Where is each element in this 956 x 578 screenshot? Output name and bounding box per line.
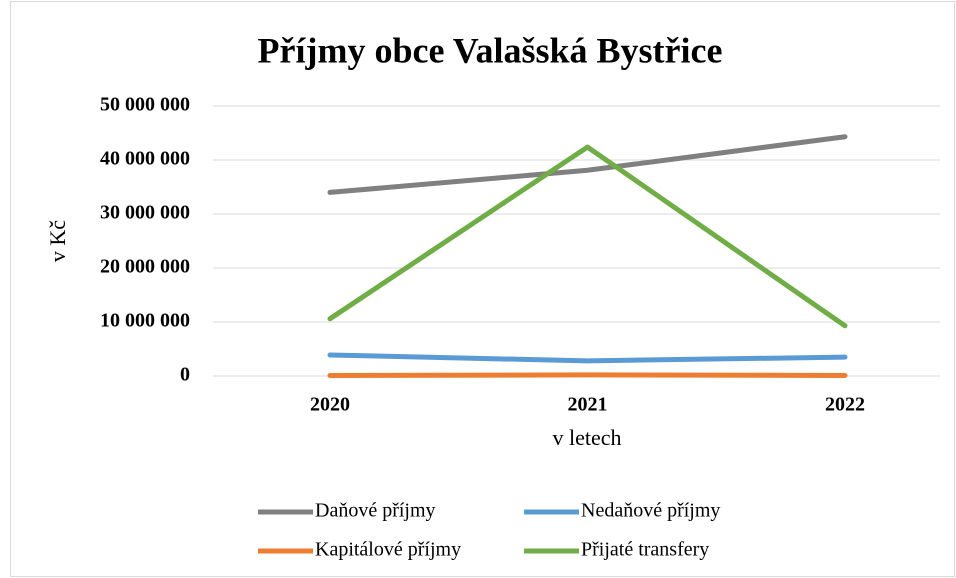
x-axis-title: v letech	[552, 425, 621, 450]
legend-label: Kapitálové příjmy	[315, 539, 461, 561]
legend-label: Přijaté transfery	[581, 539, 709, 561]
legend-label: Daňové příjmy	[315, 500, 436, 522]
y-tick-label: 0	[180, 364, 190, 386]
chart-title: Příjmy obce Valašská Bystřice	[258, 30, 723, 70]
series-line	[327, 134, 848, 195]
chart-border	[10, 1, 955, 577]
y-tick-label: 40 000 000	[100, 148, 190, 170]
x-tick-label: 2021	[568, 394, 608, 416]
y-axis-title: v Kč	[45, 220, 70, 262]
y-tick-label: 30 000 000	[100, 202, 190, 224]
series-line	[327, 352, 848, 364]
x-tick-label: 2020	[310, 394, 350, 416]
series-line	[327, 144, 848, 329]
y-tick-label: 10 000 000	[100, 310, 190, 332]
legend-label: Nedaňové příjmy	[581, 500, 720, 522]
y-tick-label: 50 000 000	[100, 94, 190, 116]
y-tick-label: 20 000 000	[100, 256, 190, 278]
series-line	[327, 372, 848, 378]
x-tick-label: 2022	[825, 394, 865, 416]
